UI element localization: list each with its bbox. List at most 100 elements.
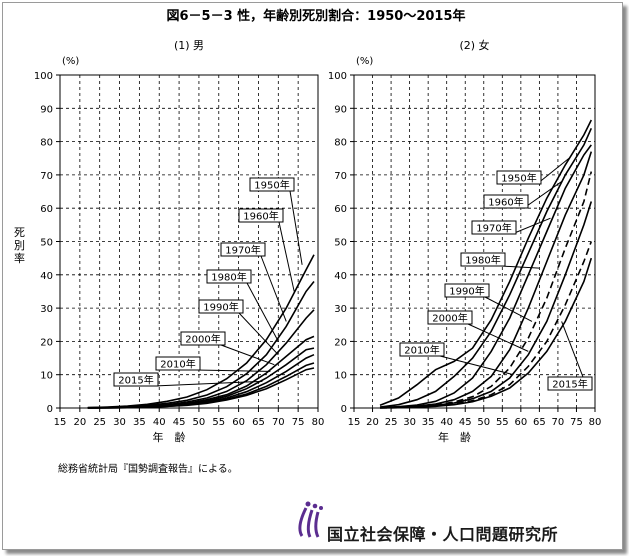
callout-leader-line xyxy=(260,255,287,322)
x-tick-label: 40 xyxy=(440,417,453,428)
callout-box xyxy=(399,342,445,357)
series-label: 1970年 xyxy=(225,244,260,257)
series-line-1980年 xyxy=(379,151,593,409)
series-label: 1960年 xyxy=(488,196,523,209)
x-tick-label: 70 xyxy=(272,417,285,428)
x-tick-label: 35 xyxy=(422,417,435,428)
series-line-1960年 xyxy=(379,127,593,408)
series-label: 1960年 xyxy=(243,210,278,223)
series-line-1970年 xyxy=(379,144,592,409)
series-label: 2000年 xyxy=(185,333,220,346)
callout-leader-line xyxy=(536,157,570,185)
figure-frame xyxy=(2,2,623,550)
series-line-2015年 xyxy=(379,257,593,409)
series-label: 2015年 xyxy=(118,374,153,387)
callout-box xyxy=(206,269,252,284)
y-tick-label: 90 xyxy=(40,104,53,115)
callout-box xyxy=(249,177,295,192)
x-tick-label: 55 xyxy=(496,417,509,428)
callout-box xyxy=(198,299,244,314)
y-tick-label: 40 xyxy=(334,271,347,282)
x-tick-label: 15 xyxy=(54,417,67,428)
x-tick-label: 65 xyxy=(252,417,265,428)
callout-leader-line xyxy=(278,221,295,292)
x-tick-label: 20 xyxy=(73,417,86,428)
x-tick-label: 30 xyxy=(113,417,126,428)
x-tick-label: 25 xyxy=(385,417,398,428)
x-tick-label: 15 xyxy=(348,417,361,428)
callout-box xyxy=(496,170,542,185)
series-label: 1990年 xyxy=(449,285,484,298)
x-tick-label: 45 xyxy=(173,417,186,428)
callout-box xyxy=(444,283,490,298)
callout-box xyxy=(155,356,201,371)
x-tick-label: 60 xyxy=(514,417,527,428)
x-tick-label: 40 xyxy=(153,417,166,428)
x-tick-label: 50 xyxy=(477,417,490,428)
y-axis-label-char-2: 別 xyxy=(14,239,25,252)
callout-leader-line xyxy=(195,369,271,372)
ipss-logo-icon xyxy=(298,501,323,538)
callout-leader-line xyxy=(439,355,514,376)
y-tick-label: 60 xyxy=(40,204,53,215)
y-tick-label: 40 xyxy=(40,271,53,282)
callout-leader-line xyxy=(484,296,533,322)
y-unit-label: (%) xyxy=(62,56,79,67)
y-tick-label: 10 xyxy=(40,371,53,382)
callout-leader-line xyxy=(220,344,275,366)
y-axis-label-char-1: 死 xyxy=(14,226,25,239)
series-label: 1970年 xyxy=(476,222,511,235)
series-label: 1950年 xyxy=(501,172,536,185)
series-label: 1980年 xyxy=(465,254,500,267)
y-tick-label: 80 xyxy=(334,138,347,149)
x-tick-label: 55 xyxy=(212,417,225,428)
figure-title: 図6－5－3 性，年齢別死別割合：1950〜2015年 xyxy=(166,8,465,24)
series-label: 2000年 xyxy=(432,312,467,325)
callout-box xyxy=(483,194,529,209)
y-axis-label: 死 別 率 xyxy=(14,226,29,265)
callout-leader-line xyxy=(153,380,263,387)
y-tick-label: 50 xyxy=(40,238,53,249)
callout-leader-line xyxy=(511,217,551,235)
x-tick-label: 75 xyxy=(292,417,305,428)
panel-subtitle: (2) 女 xyxy=(459,38,489,52)
y-tick-label: 0 xyxy=(47,404,53,415)
y-tick-label: 20 xyxy=(334,337,347,348)
series-label: 1980年 xyxy=(211,271,246,284)
series-line-2015年 xyxy=(87,367,315,409)
panel-female: (2) 女 (%) 15 20 25 30 35 40 45 50 55 60 65 70 75 80 0 10 2… xyxy=(328,38,601,444)
x-tick-label: 75 xyxy=(570,417,583,428)
callout-leader-line xyxy=(246,282,279,342)
y-tick-label: 100 xyxy=(34,71,53,82)
x-tick-label: 30 xyxy=(403,417,416,428)
x-tick-label: 25 xyxy=(93,417,106,428)
callout-leader-line xyxy=(500,265,540,269)
callout-leader-line xyxy=(467,323,529,352)
x-tick-label: 50 xyxy=(193,417,206,428)
callout-box xyxy=(471,220,517,235)
panel-subtitle: (1) 男 xyxy=(174,39,204,52)
x-tick-label: 80 xyxy=(312,417,325,428)
panel-male: (1) 男 (%) 15 20 25 30 35 40 45 50 55 60 65 70 75 80 0 10 2… xyxy=(34,39,324,444)
callout-leader-line xyxy=(289,190,303,265)
y-tick-label: 10 xyxy=(334,371,347,382)
x-tick-label: 70 xyxy=(552,417,565,428)
callout-box xyxy=(113,372,159,387)
y-tick-label: 50 xyxy=(334,238,347,249)
y-tick-label: 80 xyxy=(40,138,53,149)
callout-box xyxy=(427,310,473,325)
x-tick-label: 35 xyxy=(133,417,146,428)
x-tick-label: 45 xyxy=(459,417,472,428)
y-unit-label: (%) xyxy=(356,56,373,67)
series-line-1970年 xyxy=(87,309,315,409)
x-tick-label: 65 xyxy=(533,417,546,428)
callout-box xyxy=(460,252,506,267)
series-label: 1990年 xyxy=(203,301,238,314)
y-axis-label-char-3: 率 xyxy=(14,251,25,265)
y-tick-label: 20 xyxy=(40,337,53,348)
callout-leader-line xyxy=(523,181,562,209)
x-axis-label: 年 齢 xyxy=(153,430,186,444)
org-name: 国立社会保障・人口問題研究所 xyxy=(327,525,559,544)
callout-box xyxy=(547,376,593,391)
